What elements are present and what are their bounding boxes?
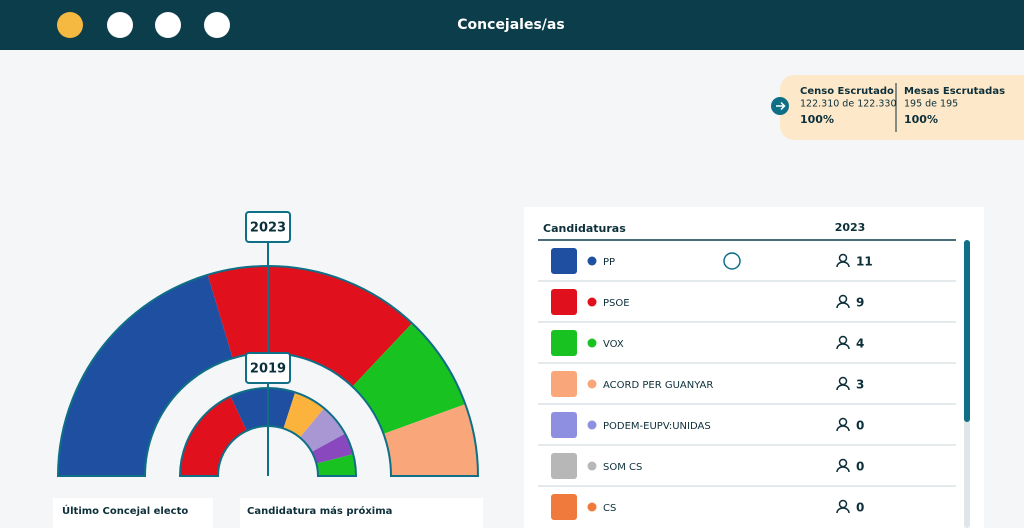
closest-box xyxy=(240,498,483,528)
seat-segment xyxy=(352,323,466,434)
party-row[interactable]: PODEM-EUPV:UNIDAS 0 xyxy=(551,412,864,438)
party-row[interactable]: CS 0 xyxy=(551,494,864,520)
seat-segment xyxy=(299,408,346,452)
party-name: PSOE xyxy=(603,298,630,309)
party-logo xyxy=(551,248,577,274)
party-dot xyxy=(587,502,597,512)
seat-segment xyxy=(207,266,413,387)
party-logo xyxy=(551,289,577,315)
seat-segment xyxy=(311,433,354,464)
party-row[interactable]: VOX 4 xyxy=(551,330,864,356)
person-body xyxy=(836,425,850,432)
nav-bars[interactable] xyxy=(107,12,133,38)
ring-outline xyxy=(178,387,358,477)
scroll-thumb[interactable] xyxy=(964,240,970,422)
party-row[interactable]: PSOE 9 xyxy=(551,289,864,315)
person-body xyxy=(836,343,850,350)
seat-segment xyxy=(316,454,356,476)
party-name: SOM CS xyxy=(603,462,642,473)
party-logo xyxy=(551,453,577,479)
closest-label: Candidatura más próxima xyxy=(247,505,392,517)
nav-map[interactable] xyxy=(204,12,230,38)
party-logo xyxy=(551,330,577,356)
year-label: 2019 xyxy=(250,362,286,377)
seat-segment xyxy=(58,274,233,476)
arrow-icon xyxy=(776,101,786,111)
person-body xyxy=(836,302,850,309)
party-name: PP xyxy=(603,257,615,268)
year-box xyxy=(245,352,291,384)
seat-count: 0 xyxy=(856,501,864,515)
seat-segment xyxy=(383,404,478,476)
census-label: Censo Escrutado xyxy=(800,86,894,97)
census-detail: 122.310 de 122.330 xyxy=(800,99,896,110)
scrutiny-card xyxy=(780,75,1024,140)
party-logo xyxy=(551,371,577,397)
seat-count: 4 xyxy=(856,337,864,351)
party-dot xyxy=(587,297,597,307)
hemicycle: 2023 2019 xyxy=(56,211,480,477)
person-body xyxy=(836,261,850,268)
seat-count: 3 xyxy=(856,378,864,392)
tables-detail: 195 de 195 xyxy=(904,99,958,110)
party-dot xyxy=(587,256,597,266)
seat-segment xyxy=(230,388,296,431)
party-row[interactable]: PP 11 xyxy=(551,248,873,274)
seat-segment xyxy=(180,396,247,476)
party-row[interactable]: ACORD PER GUANYAR 3 xyxy=(551,371,864,397)
seat-count: 0 xyxy=(856,460,864,474)
rows: PP 11 PSOE 9 VOX 4 ACORD PER GUANYAR 3 PODEM-EUP… xyxy=(538,248,956,520)
nav-list[interactable] xyxy=(155,12,181,38)
header-year: 2023 xyxy=(835,221,866,234)
ring-outline xyxy=(56,265,480,477)
tables-label: Mesas Escrutadas xyxy=(904,86,1005,97)
party-name: ACORD PER GUANYAR xyxy=(603,380,713,391)
seat-count: 0 xyxy=(856,419,864,433)
title: Concejales/as xyxy=(457,17,564,33)
party-dot xyxy=(587,338,597,348)
info-icon[interactable] xyxy=(723,252,741,270)
person-body xyxy=(836,507,850,514)
party-name: PODEM-EUPV:UNIDAS xyxy=(603,421,711,432)
party-name: CS xyxy=(603,503,616,514)
last-elected-label: Último Concejal electo xyxy=(62,504,188,517)
year-label: 2023 xyxy=(250,221,286,236)
census-percent: 100% xyxy=(800,113,834,126)
seat-count: 9 xyxy=(856,296,864,310)
tables-percent: 100% xyxy=(904,113,938,126)
party-dot xyxy=(587,379,597,389)
party-dot xyxy=(587,420,597,430)
party-logo xyxy=(551,412,577,438)
nav-hemicycle[interactable] xyxy=(57,12,83,38)
seat-count: 11 xyxy=(856,255,873,269)
party-name: VOX xyxy=(603,339,624,350)
header-party: Candidaturas xyxy=(543,222,626,235)
last-elected-box xyxy=(53,498,213,528)
person-body xyxy=(836,466,850,473)
party-logo xyxy=(551,494,577,520)
seat-segment xyxy=(283,392,325,438)
person-body xyxy=(836,384,850,391)
results-panel xyxy=(524,207,984,528)
year-box xyxy=(245,211,291,243)
party-dot xyxy=(587,461,597,471)
party-row[interactable]: SOM CS 0 xyxy=(551,453,864,479)
